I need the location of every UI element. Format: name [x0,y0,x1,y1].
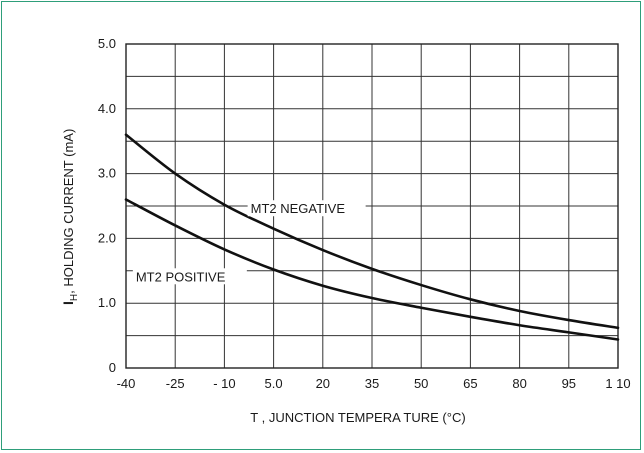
x-tick-label: 1 10 [605,376,630,391]
x-tick-label: 20 [316,376,330,391]
series-line-mt2-negative [124,133,620,330]
x-tick-label: 35 [365,376,379,391]
series-label-mt2-negative: MT2 NEGATIVE [251,201,346,216]
y-tick-label: 1.0 [98,295,116,310]
series-label-background [247,200,366,217]
y-axis-label-subscript: H [69,294,80,301]
y-axis-label: IH, HOLDING CURRENT (mA) [60,129,80,305]
y-tick-label: 4.0 [98,101,116,116]
series-label-background [132,268,247,285]
y-tick-label: 0 [109,360,116,375]
x-tick-label: 80 [512,376,526,391]
y-tick-labels: 0 1.0 2.0 3.0 4.0 5.0 [98,36,116,375]
x-tick-label: 95 [562,376,576,391]
y-axis-label-text: , HOLDING CURRENT (mA) [61,129,76,294]
series-line-mt2-positive [124,198,620,341]
y-tick-label: 3.0 [98,166,116,181]
series-label-mt2-positive: MT2 POSITIVE [136,269,226,284]
plot-border [125,43,619,369]
x-tick-label: - 10 [213,376,235,391]
x-tick-label: -25 [166,376,185,391]
y-tick-label: 2.0 [98,230,116,245]
x-axis-label: T , JUNCTION TEMPERA TURE (°C) [250,410,465,425]
x-tick-label: 5.0 [265,376,283,391]
series-labels: MT2 NEGATIVE MT2 POSITIVE [132,200,366,285]
x-tick-label: 65 [463,376,477,391]
x-tick-labels: -40 -25 - 10 5.0 20 35 50 65 80 95 1 10 [117,376,631,391]
x-tick-label: 50 [414,376,428,391]
curves [124,133,620,341]
grid [125,43,619,369]
svg-text:IH, HOLDING CURRENT (mA): IH, HOLDING CURRENT (mA) [60,129,80,305]
y-axis-label-symbol: I [60,301,76,305]
x-tick-label: -40 [117,376,136,391]
y-tick-label: 5.0 [98,36,116,51]
